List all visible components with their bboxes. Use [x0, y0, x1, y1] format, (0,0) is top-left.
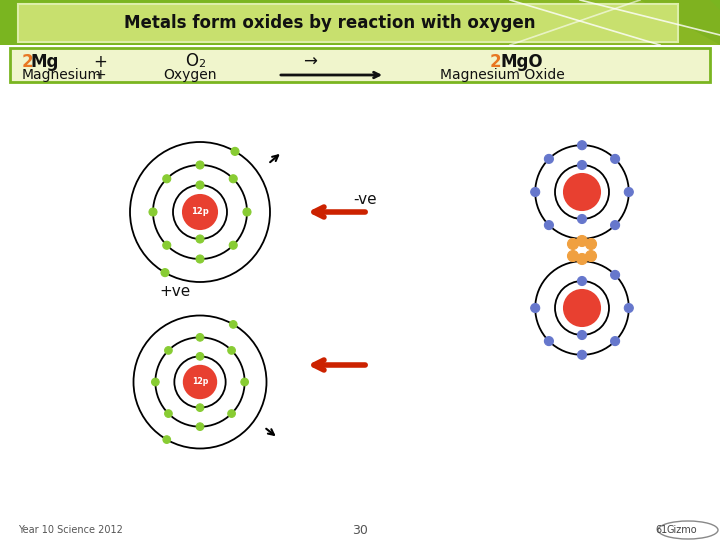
Circle shape — [544, 221, 554, 230]
Circle shape — [577, 141, 587, 150]
Text: 12p: 12p — [191, 207, 209, 217]
Circle shape — [229, 175, 237, 183]
Circle shape — [165, 410, 172, 417]
Circle shape — [577, 330, 587, 340]
FancyBboxPatch shape — [18, 4, 678, 42]
Circle shape — [163, 436, 171, 443]
Text: Gizmo: Gizmo — [667, 525, 697, 535]
Circle shape — [611, 271, 620, 279]
Text: MgO: MgO — [500, 53, 543, 71]
Circle shape — [585, 239, 596, 249]
Circle shape — [196, 423, 204, 430]
Text: Metals form oxides by reaction with oxygen: Metals form oxides by reaction with oxyg… — [125, 14, 536, 32]
Text: +: + — [93, 53, 107, 71]
Circle shape — [531, 303, 540, 313]
Circle shape — [564, 174, 600, 210]
Text: 2: 2 — [198, 59, 205, 69]
Circle shape — [531, 187, 540, 197]
Circle shape — [611, 221, 620, 230]
Circle shape — [577, 253, 588, 265]
Text: Year 10 Science 2012: Year 10 Science 2012 — [18, 525, 123, 535]
Circle shape — [196, 353, 204, 360]
Circle shape — [196, 404, 204, 411]
Text: Magnesium Oxide: Magnesium Oxide — [440, 68, 564, 82]
Circle shape — [577, 276, 587, 286]
Circle shape — [564, 290, 600, 326]
Circle shape — [585, 251, 596, 261]
Bar — [0, 0, 720, 45]
Circle shape — [577, 214, 587, 224]
Text: +: + — [94, 68, 106, 82]
Circle shape — [243, 208, 251, 216]
Circle shape — [163, 241, 171, 249]
Text: Oxygen: Oxygen — [163, 68, 217, 82]
Text: +ve: +ve — [159, 285, 191, 300]
Circle shape — [228, 347, 235, 354]
Circle shape — [230, 321, 237, 328]
Circle shape — [624, 187, 634, 197]
Circle shape — [196, 181, 204, 189]
Circle shape — [241, 378, 248, 386]
Circle shape — [544, 336, 554, 346]
Circle shape — [228, 410, 235, 417]
Circle shape — [577, 235, 588, 246]
Circle shape — [183, 195, 217, 229]
Text: →: → — [303, 53, 317, 71]
Text: 2: 2 — [22, 53, 34, 71]
Circle shape — [184, 366, 216, 398]
Circle shape — [196, 235, 204, 243]
Text: -ve: -ve — [354, 192, 377, 207]
Text: 30: 30 — [352, 523, 368, 537]
Circle shape — [577, 160, 587, 170]
Circle shape — [231, 147, 239, 156]
Circle shape — [544, 154, 554, 164]
Text: 12p: 12p — [192, 377, 208, 387]
Circle shape — [611, 336, 620, 346]
Circle shape — [577, 350, 587, 359]
Circle shape — [567, 239, 578, 249]
Circle shape — [196, 161, 204, 169]
Circle shape — [196, 255, 204, 263]
Polygon shape — [350, 0, 720, 45]
Polygon shape — [500, 0, 720, 45]
Circle shape — [165, 347, 172, 354]
Ellipse shape — [658, 521, 718, 539]
Circle shape — [567, 251, 578, 261]
Text: 61: 61 — [655, 525, 667, 535]
Circle shape — [151, 378, 159, 386]
Text: Mg: Mg — [31, 53, 59, 71]
Circle shape — [161, 268, 169, 276]
Circle shape — [196, 334, 204, 341]
Circle shape — [149, 208, 157, 216]
Text: 2: 2 — [490, 53, 502, 71]
Circle shape — [611, 154, 620, 164]
Text: Magnesium: Magnesium — [22, 68, 102, 82]
Circle shape — [229, 241, 237, 249]
Circle shape — [624, 303, 634, 313]
FancyBboxPatch shape — [10, 48, 710, 82]
Text: O: O — [185, 52, 198, 70]
Circle shape — [163, 175, 171, 183]
